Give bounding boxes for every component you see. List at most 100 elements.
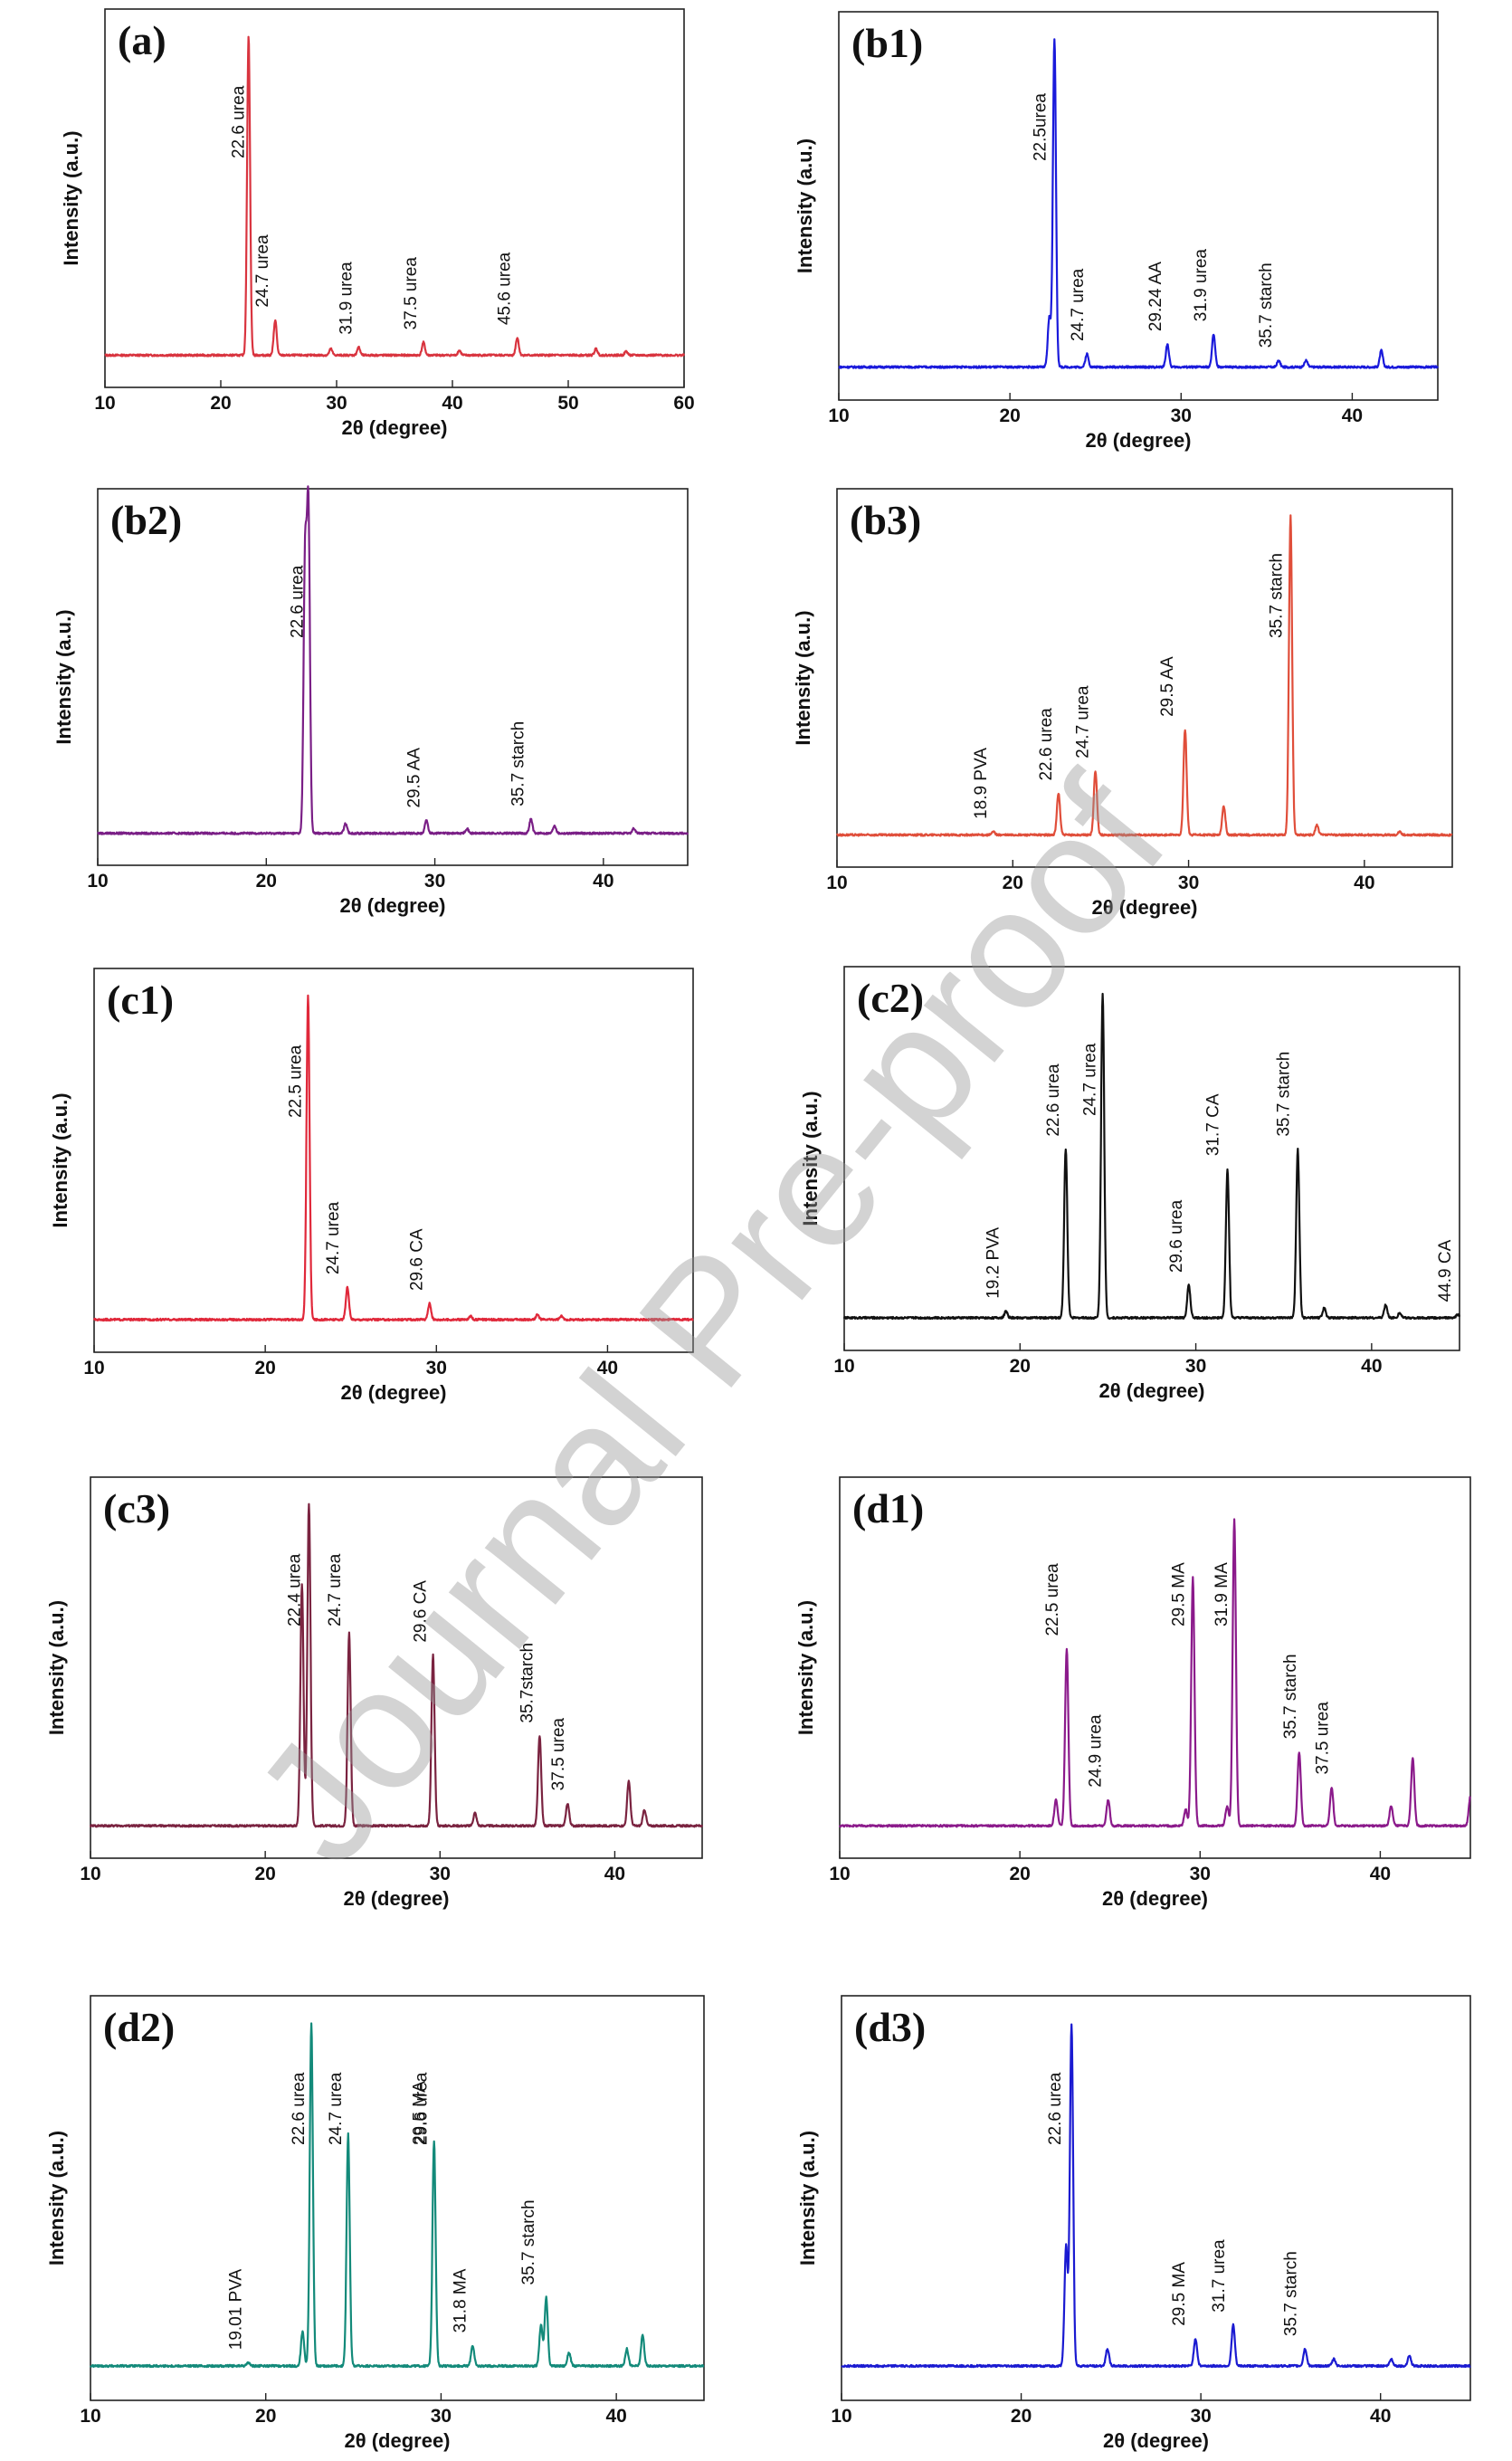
panel-b1-peak-label: 35.7 starch — [1257, 262, 1276, 348]
panel-d2-ylabel: Intensity (a.u.) — [45, 2131, 68, 2265]
panel-d1-peak-label: 35.7 starch — [1281, 1654, 1300, 1739]
panel-d3: 10 20 30 40 2θ (degree) Intensity (a.u.) (d3) 2… — [796, 1995, 1471, 2452]
panel-b2-peak-label: 29.5 AA — [404, 748, 423, 808]
panel-c3-xlabel: 2θ (degree) — [343, 1887, 449, 1910]
panel-c2-peak-label: 19.2 PVA — [984, 1227, 1003, 1299]
panel-c3-xtick-label: 40 — [604, 1864, 625, 1884]
panel-a-xtick-label: 60 — [673, 393, 694, 414]
panel-c3: 10 20 30 40 2θ (degree) Intensity (a.u.) (c3) 2… — [45, 1476, 704, 1910]
panel-d1-xtick-label: 40 — [1370, 1864, 1391, 1884]
panel-d3-peak-label: 22.6 urea — [1046, 2072, 1065, 2145]
panel-d3-series-line — [841, 2023, 1471, 2369]
panel-d3-xtick-label: 10 — [831, 2406, 851, 2427]
panel-b1-peak-label: 29.24 AA — [1146, 262, 1165, 331]
panel-b1-frame — [838, 11, 1439, 401]
panel-b3-label: (b3) — [850, 497, 921, 543]
panel-d1-xtick-label: 30 — [1190, 1864, 1211, 1884]
panel-d3-peak-label: 35.7 starch — [1281, 2251, 1300, 2336]
panel-c1: 10 20 30 40 2θ (degree) Intensity (a.u.) (c1) 2… — [49, 968, 694, 1404]
panel-c3-peak-label: 29.6 CA — [412, 1580, 431, 1643]
panel-b3-peak-label: 35.7 starch — [1267, 553, 1286, 638]
panel-d2-peak-label: 24.7 urea — [327, 2072, 346, 2145]
panel-c1-frame — [93, 968, 694, 1353]
panel-d2: 10 20 30 40 2θ (degree) Intensity (a.u.) (d2) 1… — [45, 1995, 705, 2452]
panel-c3-series-line — [89, 1502, 704, 1828]
panel-d2-peak-label: 29.5 MA — [411, 2081, 430, 2145]
panel-d2-peak-label: 31.8 MA — [451, 2268, 470, 2332]
panel-c1-xlabel: 2θ (degree) — [340, 1381, 446, 1404]
panel-d3-label: (d3) — [854, 2004, 926, 2050]
panel-b2-xtick-label: 40 — [593, 871, 613, 892]
panel-b1-xtick-label: 40 — [1342, 405, 1363, 426]
panel-a-xlabel: 2θ (degree) — [341, 416, 447, 439]
panel-a-xtick-label: 20 — [210, 393, 231, 414]
panel-d2-xlabel: 2θ (degree) — [344, 2429, 450, 2452]
panel-c2-label: (c2) — [857, 975, 924, 1021]
panel-c2-peak-label: 44.9 CA — [1436, 1239, 1455, 1302]
panel-b2-xtick-label: 20 — [256, 871, 277, 892]
panel-b2-peak-label: 35.7 starch — [509, 721, 528, 806]
panel-a-peak-label: 45.6 urea — [496, 252, 515, 325]
panel-b2-xlabel: 2θ (degree) — [339, 894, 445, 917]
panel-d2-xtick-label: 20 — [255, 2406, 276, 2427]
panel-b3-peak-label: 18.9 PVA — [972, 748, 991, 819]
panel-a-xtick-label: 30 — [326, 393, 347, 414]
panel-d3-frame — [841, 1995, 1471, 2401]
panel-c2-series-line — [842, 992, 1461, 1321]
panel-b3-series-line — [836, 514, 1453, 837]
panel-a: 10 20 30 40 50 60 2θ (degree) Intensity (a.u.) (… — [60, 8, 695, 439]
panel-c3-xtick-label: 20 — [254, 1864, 275, 1884]
panel-c2-peak-label: 29.6 urea — [1167, 1199, 1186, 1273]
panel-c1-xtick-label: 10 — [83, 1358, 104, 1378]
panel-d1-xlabel: 2θ (degree) — [1102, 1887, 1208, 1910]
panel-b2-xtick-label: 10 — [87, 871, 108, 892]
panel-c1-xtick-label: 20 — [254, 1358, 275, 1378]
panel-a-peak-label: 37.5 urea — [402, 257, 421, 330]
panel-d3-xtick-label: 40 — [1370, 2406, 1391, 2427]
panel-b3-xtick-label: 20 — [1003, 873, 1023, 893]
panel-c3-peak-label: 35.7starch — [518, 1643, 537, 1723]
panel-b2-ylabel: Intensity (a.u.) — [52, 609, 75, 744]
panel-d1-peak-label: 37.5 urea — [1314, 1702, 1333, 1775]
panel-b3-ylabel: Intensity (a.u.) — [792, 610, 814, 745]
panel-d1-label: (d1) — [852, 1485, 924, 1531]
panel-b3-peak-label: 24.7 urea — [1074, 685, 1093, 758]
panel-d3-xtick-label: 30 — [1190, 2406, 1211, 2427]
panel-d1-series-line — [838, 1518, 1471, 1828]
panel-d3-peak-label: 31.7 urea — [1210, 2239, 1229, 2313]
panel-d1-xtick-label: 20 — [1009, 1864, 1030, 1884]
panel-b3-xlabel: 2θ (degree) — [1091, 896, 1197, 919]
panel-c1-xtick-label: 40 — [597, 1358, 618, 1378]
panel-b1-xtick-label: 10 — [828, 405, 849, 426]
panel-b3-peak-label: 22.6 urea — [1037, 708, 1056, 781]
panel-c2-peak-label: 31.7 CA — [1204, 1093, 1223, 1156]
panel-c3-xtick-label: 10 — [80, 1864, 100, 1884]
panel-d2-peak-label: 22.6 urea — [290, 2072, 309, 2145]
panel-b1-ylabel: Intensity (a.u.) — [794, 138, 816, 273]
panel-b3-xtick-label: 10 — [826, 873, 847, 893]
panel-c2-peak-label: 35.7 starch — [1274, 1052, 1293, 1137]
panel-d2-xtick-label: 40 — [605, 2406, 626, 2427]
panel-b3-frame — [836, 488, 1453, 868]
panel-c2-xtick-label: 30 — [1185, 1356, 1206, 1377]
panel-b2-series-line — [97, 485, 689, 835]
panel-c1-xtick-label: 30 — [426, 1358, 447, 1378]
panel-c2-xtick-label: 10 — [833, 1356, 854, 1377]
panel-d2-peak-label: 35.7 starch — [519, 2199, 538, 2285]
panel-b1-xtick-label: 20 — [999, 405, 1020, 426]
panel-b3: 10 20 30 40 2θ (degree) Intensity (a.u.) (b3) 1… — [792, 488, 1453, 919]
panel-c2-xlabel: 2θ (degree) — [1098, 1379, 1204, 1402]
panel-d2-peak-label: 19.01 PVA — [227, 2268, 246, 2350]
panel-b1-peak-label: 31.9 urea — [1192, 249, 1211, 322]
panel-d2-xtick-label: 30 — [431, 2406, 452, 2427]
panel-b1-peak-label: 24.7 urea — [1069, 268, 1088, 341]
panel-c2-ylabel: Intensity (a.u.) — [799, 1091, 822, 1226]
panel-b2-frame — [97, 488, 689, 866]
panel-d2-label: (d2) — [103, 2004, 175, 2050]
panel-b1-label: (b1) — [851, 20, 923, 66]
panel-b2-xtick-label: 30 — [424, 871, 445, 892]
panel-c1-peak-label: 24.7 urea — [324, 1201, 343, 1274]
panel-b1-xlabel: 2θ (degree) — [1085, 429, 1191, 452]
panel-d2-series-line — [90, 2022, 705, 2369]
